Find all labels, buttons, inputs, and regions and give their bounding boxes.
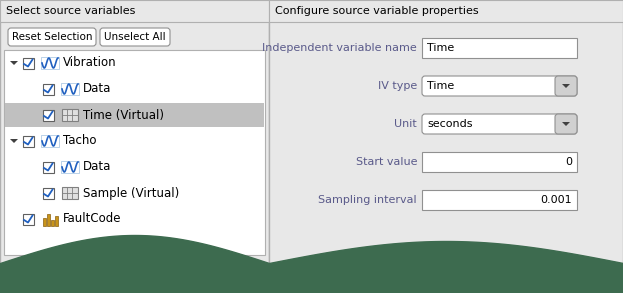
Bar bbox=[62, 187, 78, 199]
Bar bbox=[47, 214, 50, 226]
Bar bbox=[269, 0, 623, 22]
Text: Time: Time bbox=[427, 43, 454, 53]
Text: Tacho: Tacho bbox=[63, 134, 97, 147]
Text: Unit: Unit bbox=[394, 119, 417, 129]
Bar bbox=[62, 109, 78, 121]
Text: Time (Virtual): Time (Virtual) bbox=[83, 108, 164, 122]
Bar bbox=[0, 0, 269, 293]
Bar bbox=[422, 38, 577, 58]
FancyBboxPatch shape bbox=[8, 28, 96, 46]
Text: FaultCode: FaultCode bbox=[63, 212, 121, 226]
Text: Time: Time bbox=[427, 81, 454, 91]
Bar bbox=[41, 57, 59, 69]
Text: 0.001: 0.001 bbox=[540, 195, 572, 205]
Text: Data: Data bbox=[83, 161, 112, 173]
Text: Select source variables: Select source variables bbox=[6, 6, 135, 16]
Bar bbox=[51, 220, 54, 226]
Polygon shape bbox=[562, 122, 570, 126]
Text: IV type: IV type bbox=[378, 81, 417, 91]
Polygon shape bbox=[562, 84, 570, 88]
FancyBboxPatch shape bbox=[555, 114, 577, 134]
Text: Data: Data bbox=[83, 83, 112, 96]
FancyBboxPatch shape bbox=[555, 76, 577, 96]
Polygon shape bbox=[10, 139, 18, 143]
Bar bbox=[22, 57, 34, 69]
Text: Sample (Virtual): Sample (Virtual) bbox=[83, 187, 179, 200]
Bar bbox=[22, 214, 34, 224]
Bar bbox=[0, 0, 269, 22]
Text: Start value: Start value bbox=[356, 157, 417, 167]
Bar bbox=[5, 103, 264, 127]
Bar bbox=[4, 50, 265, 255]
Bar bbox=[422, 152, 577, 172]
FancyBboxPatch shape bbox=[100, 28, 170, 46]
Polygon shape bbox=[10, 61, 18, 65]
Bar bbox=[61, 161, 79, 173]
Bar bbox=[61, 83, 79, 95]
Text: Reset Selection: Reset Selection bbox=[12, 32, 92, 42]
Bar bbox=[42, 161, 54, 173]
Text: 0: 0 bbox=[565, 157, 572, 167]
FancyBboxPatch shape bbox=[422, 114, 577, 134]
Bar bbox=[43, 218, 46, 226]
Text: Independent variable name: Independent variable name bbox=[262, 43, 417, 53]
FancyBboxPatch shape bbox=[422, 76, 577, 96]
Bar bbox=[42, 84, 54, 95]
Text: Configure source variable properties: Configure source variable properties bbox=[275, 6, 478, 16]
Bar bbox=[422, 190, 577, 210]
Text: Vibration: Vibration bbox=[63, 57, 117, 69]
Bar bbox=[41, 135, 59, 147]
Bar bbox=[42, 110, 54, 120]
Text: Unselect All: Unselect All bbox=[104, 32, 166, 42]
Bar bbox=[22, 135, 34, 146]
Bar bbox=[42, 188, 54, 198]
Bar bbox=[269, 0, 623, 293]
Text: seconds: seconds bbox=[427, 119, 472, 129]
Bar bbox=[55, 216, 58, 226]
Text: Sampling interval: Sampling interval bbox=[318, 195, 417, 205]
